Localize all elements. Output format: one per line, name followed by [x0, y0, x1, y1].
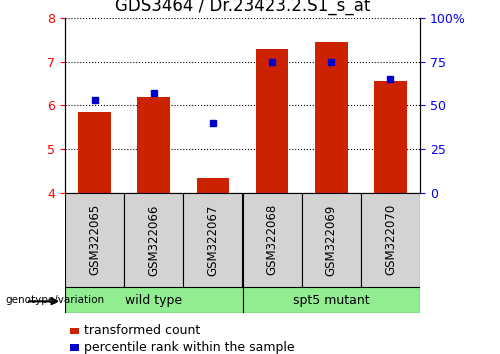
Text: genotype/variation: genotype/variation: [5, 295, 104, 305]
Bar: [184, 193, 242, 287]
Text: GSM322068: GSM322068: [266, 204, 278, 275]
Bar: [374, 81, 406, 193]
Text: GSM322070: GSM322070: [384, 204, 397, 275]
Text: percentile rank within the sample: percentile rank within the sample: [84, 341, 294, 354]
Bar: [302, 193, 361, 287]
Bar: [196, 178, 229, 193]
Bar: [65, 193, 124, 287]
Text: spt5 mutant: spt5 mutant: [293, 293, 370, 307]
Bar: [315, 42, 348, 193]
Text: transformed count: transformed count: [84, 325, 200, 337]
Bar: [242, 287, 420, 313]
Text: GSM322065: GSM322065: [88, 204, 101, 275]
Bar: [65, 287, 242, 313]
Text: GSM322067: GSM322067: [206, 204, 220, 275]
Bar: [138, 97, 170, 193]
Bar: [361, 193, 420, 287]
Text: GSM322069: GSM322069: [325, 204, 338, 275]
Text: wild type: wild type: [125, 293, 182, 307]
Title: GDS3464 / Dr.23423.2.S1_s_at: GDS3464 / Dr.23423.2.S1_s_at: [115, 0, 370, 15]
Bar: [242, 193, 302, 287]
Text: GSM322066: GSM322066: [147, 204, 160, 275]
Bar: [124, 193, 184, 287]
Bar: [256, 49, 288, 193]
Bar: [78, 112, 111, 193]
